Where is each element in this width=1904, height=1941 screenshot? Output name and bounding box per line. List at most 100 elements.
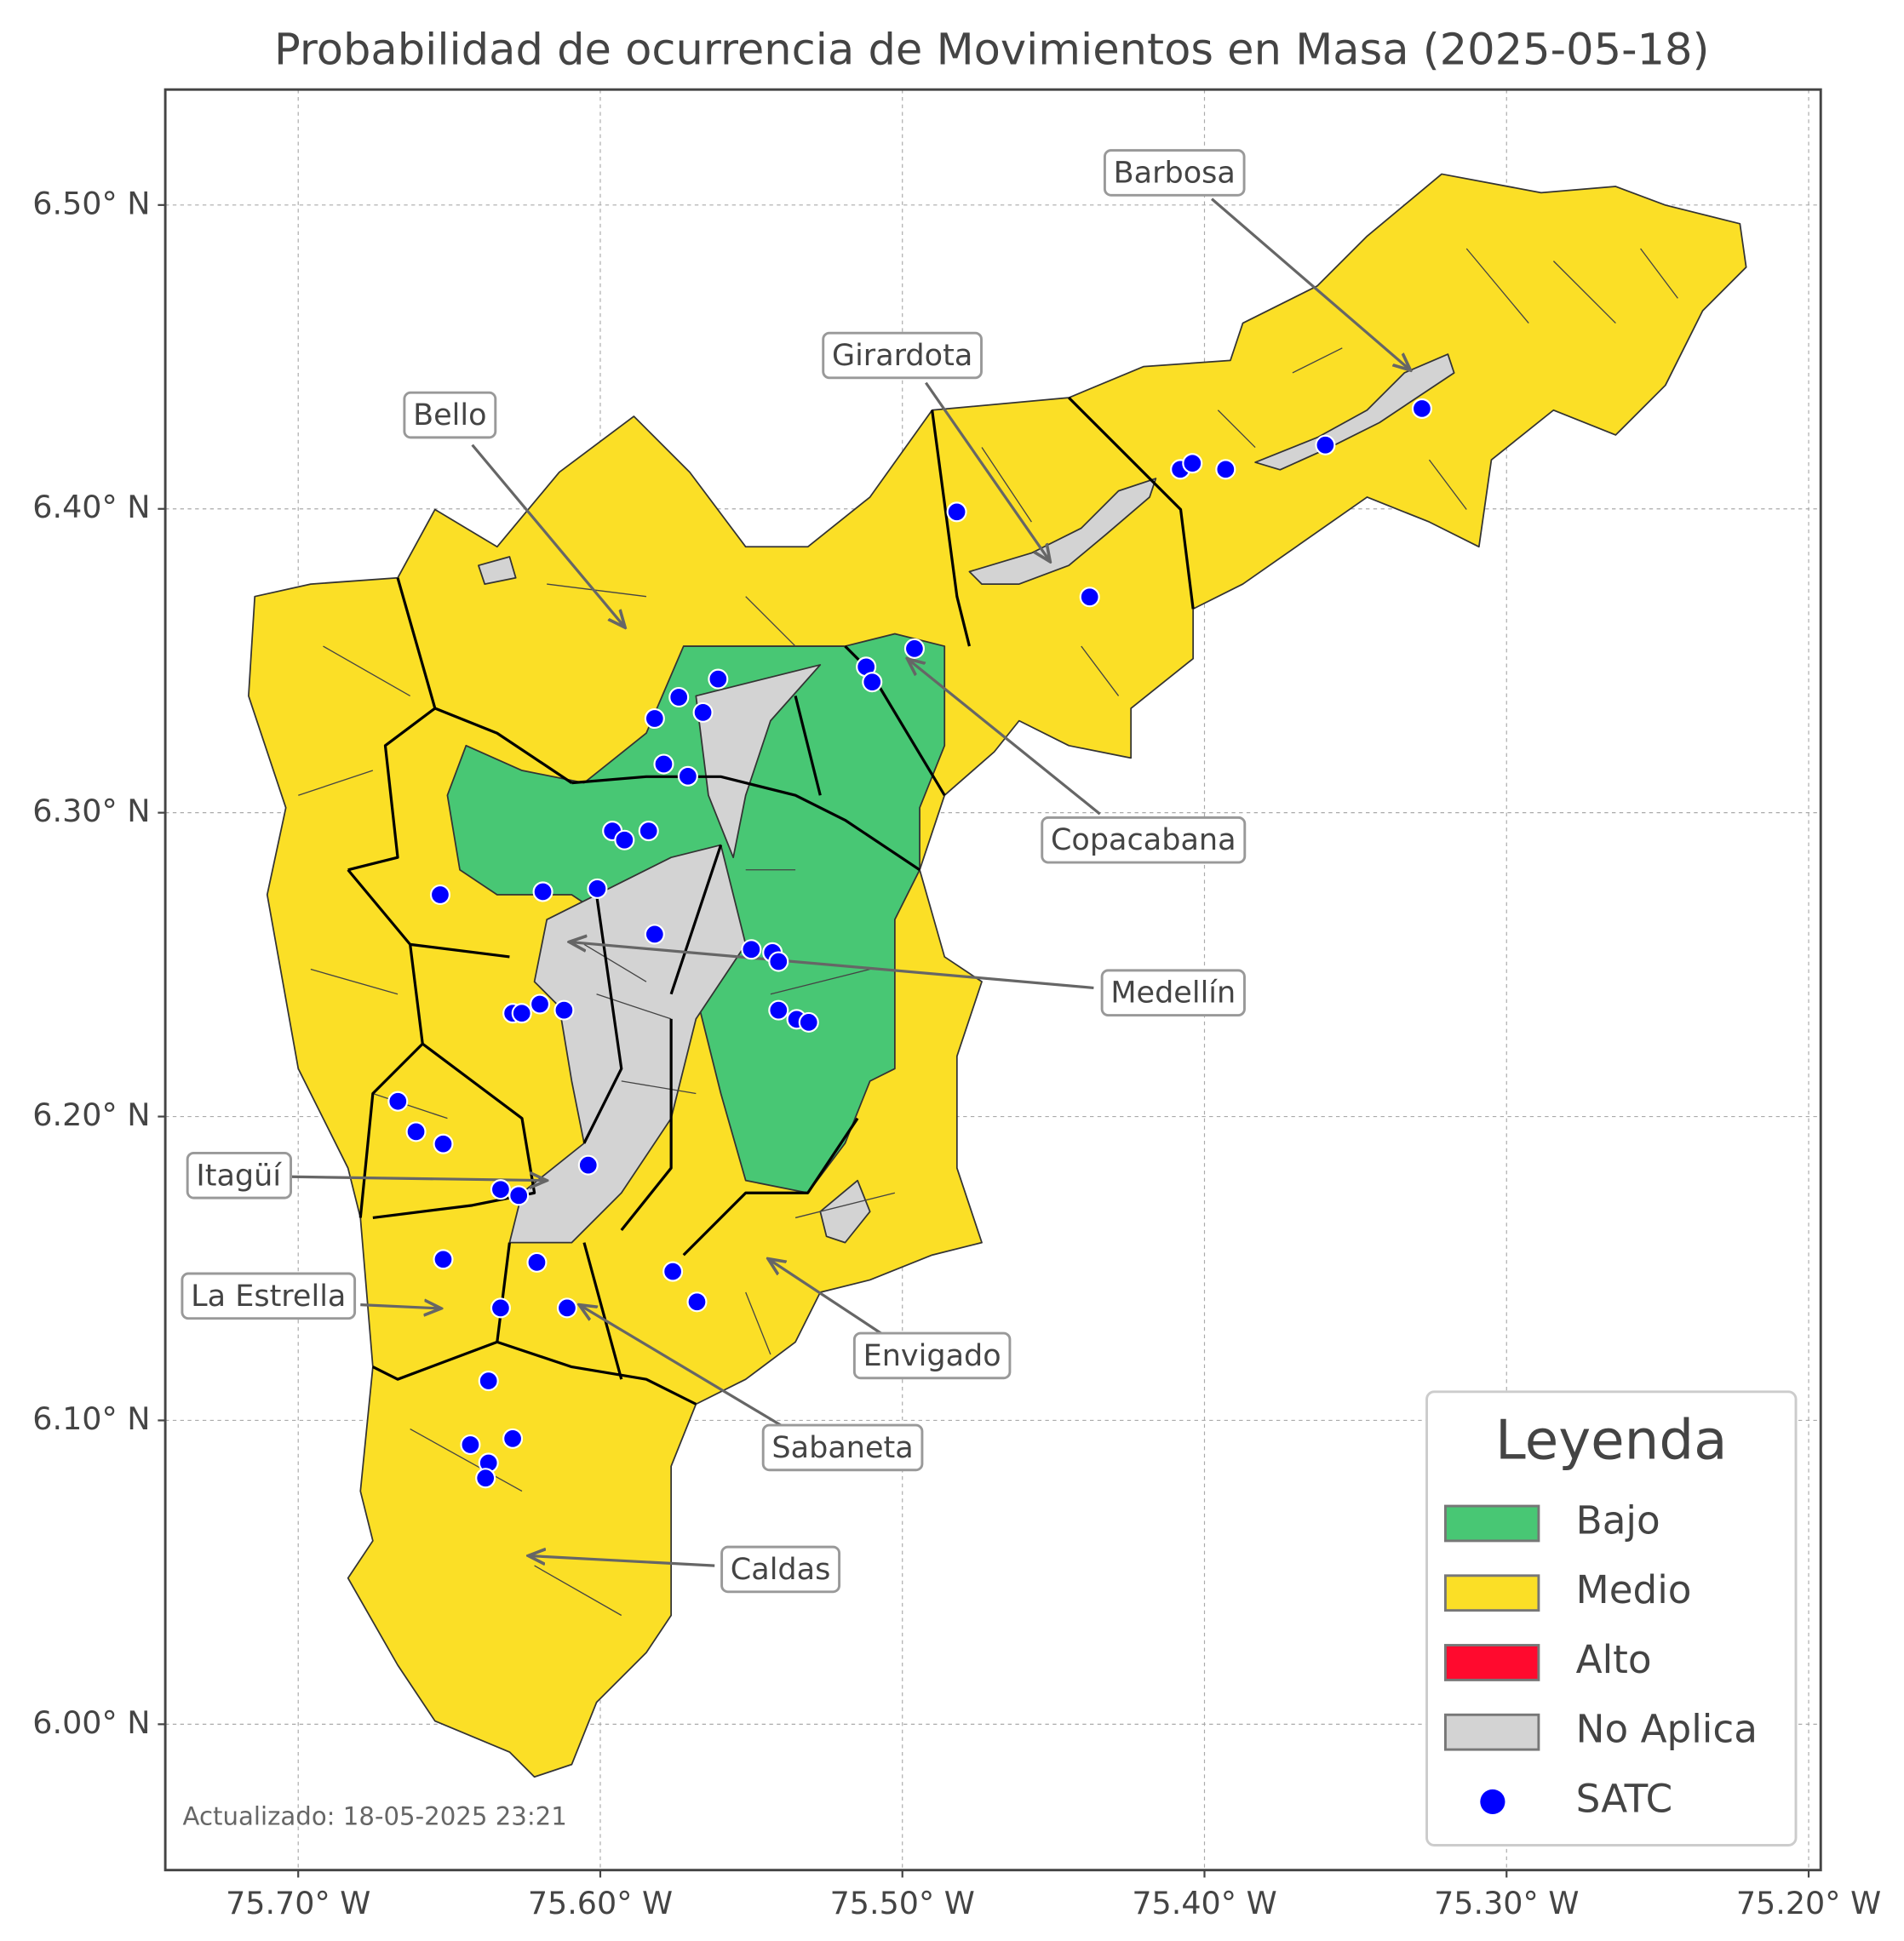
annotation-arrow [291, 1177, 547, 1180]
legend-swatch [1443, 1574, 1540, 1612]
satc-point [511, 1003, 532, 1024]
satc-point [508, 1185, 530, 1206]
y-tick-label: 6.40° N [32, 489, 150, 525]
annotation-label: Barbosa [1114, 155, 1236, 190]
annotation-box [761, 1423, 924, 1472]
satc-point [490, 1179, 511, 1200]
region-no-aplica [478, 556, 517, 585]
legend: Leyenda Bajo Medio Alto No Aplica SATC [1425, 1390, 1798, 1847]
satc-point [614, 829, 635, 850]
annotation-label: La Estrella [191, 1279, 346, 1314]
legend-swatch [1443, 1713, 1540, 1751]
annotation-box [1041, 816, 1247, 864]
y-tick-label: 6.00° N [32, 1704, 150, 1741]
annotations: Barbosa Girardota Bello Copacabana Medellín I… [181, 149, 1411, 1594]
satc-point [553, 999, 575, 1021]
x-tick-label: 75.40° W [1132, 1885, 1276, 1921]
annotation-arrow [528, 1555, 715, 1567]
legend-label: Alto [1576, 1637, 1652, 1682]
axes: 75.70° W 75.60° W 75.50° W 75.40° W 75.30° W… [32, 185, 1881, 1921]
satc-point [478, 1371, 499, 1392]
satc-point [532, 881, 553, 902]
satc-point [556, 1297, 577, 1319]
satc-point [644, 924, 665, 945]
satc-point [768, 999, 789, 1021]
annotation-box [1100, 969, 1246, 1017]
legend-title: Leyenda [1495, 1409, 1727, 1473]
satc-point [577, 1154, 599, 1176]
satc-point [686, 1291, 708, 1313]
annotation-box [186, 1151, 293, 1200]
annotation-label: Medellín [1110, 976, 1236, 1011]
annotation-arrow [471, 444, 626, 628]
satc-point [1215, 459, 1236, 480]
annotation-arrow [360, 1305, 441, 1308]
satc-point [638, 821, 659, 842]
satc-point [692, 701, 714, 723]
y-tick-label: 6.50° N [32, 185, 150, 221]
regions [248, 173, 1747, 1778]
y-tick-label: 6.20° N [32, 1096, 150, 1133]
annotation-label: Copacabana [1051, 822, 1236, 857]
satc-point [862, 672, 883, 693]
satc-point [433, 1133, 454, 1154]
annotation-arrow [1210, 198, 1411, 370]
annotation-arrow [768, 1259, 886, 1337]
satc-point [460, 1434, 481, 1456]
satc-point [741, 939, 762, 960]
x-tick-label: 75.20° W [1736, 1885, 1881, 1921]
satc-point [405, 1121, 427, 1142]
legend-label: Bajo [1576, 1497, 1660, 1543]
satc-point [903, 638, 925, 659]
legend-label: Medio [1576, 1567, 1692, 1612]
satc-point [768, 951, 789, 972]
annotation-label: Itagüí [196, 1158, 282, 1193]
map-title: Probabilidad de ocurrencia de Movimiento… [274, 25, 1709, 75]
satc-point [708, 668, 729, 690]
satc-point [433, 1249, 454, 1270]
annotation-arrow [925, 381, 1050, 562]
annotation-box [1103, 149, 1246, 197]
x-tick-label: 75.30° W [1434, 1885, 1579, 1921]
annotation-box [852, 1331, 1012, 1380]
satc-point [946, 501, 967, 523]
points [387, 398, 1432, 1489]
region-no-aplica [819, 1179, 871, 1244]
region-no-aplica [695, 664, 822, 859]
satc-point [662, 1261, 684, 1282]
legend-swatch [1443, 1644, 1540, 1681]
annotation-arrow [907, 659, 1101, 816]
legend-marker [1480, 1789, 1505, 1815]
annotation-box [181, 1272, 357, 1320]
annotation-label: Caldas [731, 1552, 831, 1587]
satc-point [490, 1297, 511, 1319]
annotation-arrow [569, 942, 1094, 990]
footnote: Actualizado: 18-05-2025 23:21 [183, 1801, 567, 1830]
satc-point [1315, 434, 1336, 455]
municipal-boundaries [347, 397, 1195, 1406]
legend-swatch [1443, 1504, 1540, 1543]
subdivision-lines [298, 248, 1678, 1617]
x-tick-label: 75.60° W [528, 1885, 673, 1921]
satc-point [677, 765, 698, 787]
satc-point [1182, 453, 1203, 474]
annotation-label: Girardota [832, 338, 972, 373]
satc-point [1411, 398, 1432, 419]
satc-point [644, 707, 665, 730]
satc-point [475, 1468, 496, 1489]
annotation-arrow [579, 1305, 784, 1429]
satc-point [526, 1251, 548, 1273]
satc-point [529, 993, 551, 1015]
satc-point [668, 686, 690, 708]
legend-label: SATC [1576, 1776, 1673, 1821]
region-no-aplica [968, 478, 1157, 585]
legend-label: No Aplica [1576, 1707, 1758, 1752]
satc-point [502, 1428, 524, 1449]
satc-point [1079, 587, 1100, 608]
annotation-label: Envigado [863, 1338, 1001, 1373]
plot-frame [163, 88, 1822, 1872]
satc-point [587, 878, 608, 899]
annotation-box [720, 1545, 841, 1594]
